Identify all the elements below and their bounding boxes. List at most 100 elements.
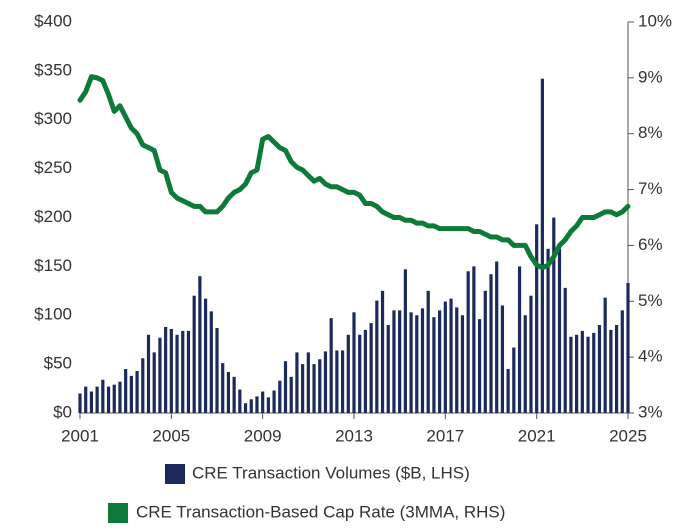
bar [295,352,299,413]
bar [443,301,447,413]
bar [192,295,196,413]
y-tick-label: $50 [44,354,72,373]
bar [232,376,236,413]
bar [238,389,242,413]
bar [552,217,556,413]
bar [329,318,333,413]
y-tick-label: $400 [34,11,72,30]
y-tick-label: $150 [34,256,72,275]
bar [306,352,310,413]
bar [363,329,368,413]
bar [106,386,111,413]
bar [477,319,482,413]
x-tick-label: 2005 [152,426,190,445]
bar [335,350,339,413]
bar [557,248,562,413]
bar [318,359,322,413]
bar [614,325,619,413]
legend-swatch [108,503,128,523]
bar [409,312,413,413]
bar [323,351,328,413]
bar [592,332,596,413]
bar [586,336,590,413]
bar [164,326,168,413]
bar [118,381,122,413]
y2-tick-label: 7% [638,179,663,198]
y-tick-label: $200 [34,207,72,226]
bar [266,397,270,413]
x-tick-label: 2017 [426,426,464,445]
bar [523,315,527,413]
bar [198,276,202,413]
legend-label: CRE Transaction Volumes ($B, LHS) [192,463,470,482]
y-tick-label: $350 [34,60,72,79]
bar [506,369,510,413]
bar [489,274,493,413]
y2-tick-label: 4% [638,347,663,366]
x-tick-label: 2021 [518,426,556,445]
bar [540,78,544,413]
bar [226,371,231,413]
bar [101,379,105,413]
bar [432,317,436,413]
bar [626,282,630,413]
bar [301,364,305,413]
bar [249,399,253,413]
legend-swatch [165,464,185,484]
bar [146,334,151,413]
bar [186,330,191,413]
y-tick-label: $250 [34,158,72,177]
y2-tick-label: 8% [638,123,663,142]
bar [272,390,276,413]
bar [472,266,476,413]
bar [563,287,567,413]
bar [84,386,88,413]
bar [158,337,162,413]
bar [449,298,453,413]
y-tick-label: $0 [53,402,72,421]
legend-label: CRE Transaction-Based Cap Rate (3MMA, RH… [136,502,505,521]
bar [500,305,505,413]
bar [546,248,550,413]
bar [398,310,402,413]
bar [483,290,487,413]
bar [209,311,213,413]
bar [215,327,219,413]
bar [603,297,607,413]
bar [278,380,282,413]
bar [255,396,259,413]
bar [346,334,350,413]
bar [517,266,522,413]
line [77,74,631,271]
bar [340,350,345,413]
x-tick-label: 2001 [61,426,99,445]
bar [535,224,539,413]
bar [369,323,373,413]
bar [95,386,99,413]
bar [289,376,293,413]
bar [529,295,533,413]
bar [283,361,288,413]
bar [575,334,579,413]
bar [203,298,208,413]
bar [112,384,116,413]
bar [386,325,390,413]
bar [495,261,499,413]
x-tick-label: 2025 [609,426,647,445]
bar [175,334,179,413]
bar [261,391,265,413]
bar [620,310,624,413]
bar [243,403,248,413]
y-tick-label: $100 [34,305,72,324]
x-tick-label: 2013 [335,426,373,445]
y-tick-label: $300 [34,109,72,128]
bar [135,370,139,413]
bar [141,358,145,413]
bar [580,330,584,413]
bar [466,271,470,413]
bar [403,269,407,413]
bar [438,310,442,413]
bar [352,312,356,413]
bar [609,329,613,413]
